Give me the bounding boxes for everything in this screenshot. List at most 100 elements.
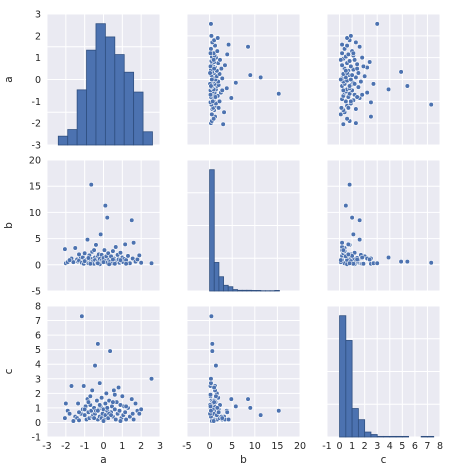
scatter-point bbox=[119, 393, 125, 399]
hist-bar-b bbox=[274, 290, 280, 292]
scatter-point bbox=[370, 81, 377, 87]
scatter-point bbox=[117, 250, 124, 256]
scatter-point bbox=[129, 217, 135, 223]
scatter-point bbox=[218, 65, 224, 72]
scatter-point bbox=[216, 105, 222, 111]
scatter-point bbox=[207, 392, 214, 398]
x-tick-label: 1 bbox=[349, 441, 355, 452]
hist-bar-a bbox=[95, 23, 106, 146]
scatter-point bbox=[219, 87, 225, 94]
scatter-point bbox=[209, 348, 215, 354]
scatter-point bbox=[348, 33, 354, 39]
hist-bar-c bbox=[376, 435, 384, 438]
y-axis-label: b bbox=[3, 222, 15, 229]
scatter-point bbox=[208, 313, 215, 319]
scatter-point bbox=[364, 89, 370, 96]
scatter-point bbox=[359, 55, 365, 61]
scatter-point bbox=[224, 85, 230, 91]
scatter-point bbox=[355, 84, 361, 90]
y-axis-label: a bbox=[3, 76, 15, 82]
hist-bar-b bbox=[246, 289, 252, 292]
scatter-point bbox=[212, 94, 219, 100]
scatter-point bbox=[138, 406, 144, 412]
scatter-point bbox=[215, 35, 221, 41]
scatter-point bbox=[207, 403, 214, 410]
scatter-point bbox=[233, 403, 239, 410]
scatter-point bbox=[209, 111, 215, 118]
scatter-point bbox=[211, 418, 217, 424]
y-tick-label: 0 bbox=[35, 75, 41, 86]
scatter-point bbox=[87, 261, 93, 267]
scatter-point bbox=[368, 114, 374, 120]
scatter-point bbox=[216, 71, 223, 77]
scatter-point bbox=[110, 399, 116, 405]
scatter-point bbox=[98, 231, 104, 238]
y-tick-label: 0 bbox=[35, 418, 41, 429]
scatter-point bbox=[100, 259, 107, 265]
scatter-point bbox=[338, 76, 344, 83]
hist-bar-c bbox=[383, 435, 391, 438]
scatter-point bbox=[340, 87, 346, 94]
scatter-point bbox=[222, 62, 228, 68]
scatter-point bbox=[136, 411, 142, 417]
x-axis-label: c bbox=[381, 454, 387, 466]
scatter-point bbox=[220, 121, 226, 127]
hist-bar-b bbox=[209, 169, 215, 292]
scatter-point bbox=[85, 255, 92, 261]
y-axis-label: c bbox=[3, 368, 15, 374]
scatter-point bbox=[117, 418, 124, 424]
hist-bar-c bbox=[427, 435, 435, 438]
x-tick-label: 2 bbox=[138, 441, 144, 452]
scatter-point bbox=[207, 92, 214, 98]
scatter-point bbox=[75, 400, 81, 407]
hist-bar-c bbox=[345, 340, 353, 438]
scatter-point bbox=[247, 72, 253, 78]
x-tick-label: 3 bbox=[157, 441, 163, 452]
scatter-point bbox=[102, 400, 108, 407]
scatter-point bbox=[367, 59, 373, 65]
scatter-point bbox=[123, 403, 129, 410]
scatter-point bbox=[385, 86, 392, 92]
scatter-point bbox=[347, 58, 353, 64]
hist-bar-b bbox=[251, 290, 257, 292]
scatter-point bbox=[385, 254, 392, 261]
scatter-point bbox=[404, 259, 410, 265]
scatter-point bbox=[208, 21, 214, 27]
scatter-point bbox=[129, 396, 135, 402]
scatter-point bbox=[216, 409, 222, 415]
hist-bar-b bbox=[232, 289, 238, 292]
x-tick-label: 1 bbox=[119, 441, 125, 452]
scatter-point bbox=[338, 57, 344, 63]
scatter-point bbox=[102, 202, 108, 209]
scatter-point bbox=[115, 384, 122, 391]
scatter-point bbox=[82, 406, 88, 412]
scatter-point bbox=[219, 415, 225, 421]
scatter-point bbox=[113, 416, 119, 423]
y-tick-label: -2 bbox=[32, 119, 41, 130]
scatter-point bbox=[360, 63, 367, 69]
scatter-point bbox=[353, 106, 359, 112]
scatter-point bbox=[353, 74, 359, 80]
hist-bar-a bbox=[104, 36, 116, 146]
scatter-point bbox=[82, 258, 88, 264]
scatter-point bbox=[339, 41, 345, 48]
scatter-point bbox=[355, 70, 361, 76]
scatter-point bbox=[211, 384, 217, 391]
scatter-point bbox=[347, 83, 353, 89]
scatter-point bbox=[207, 70, 213, 76]
y-tick-label: -3 bbox=[32, 141, 41, 152]
scatter-point bbox=[354, 94, 360, 100]
hist-bar-b bbox=[223, 284, 229, 292]
scatter-point bbox=[221, 109, 227, 115]
scatter-point bbox=[339, 50, 345, 56]
scatter-point bbox=[91, 415, 97, 421]
scatter-point bbox=[352, 81, 358, 87]
scatter-point bbox=[76, 251, 82, 257]
hist-bar-c bbox=[364, 431, 372, 438]
scatter-point bbox=[224, 409, 230, 415]
x-tick-label: 10 bbox=[249, 441, 261, 452]
panel-c-b bbox=[187, 306, 300, 437]
hist-bar-c bbox=[351, 408, 359, 438]
scatter-point bbox=[97, 402, 103, 408]
scatter-point bbox=[208, 46, 214, 52]
